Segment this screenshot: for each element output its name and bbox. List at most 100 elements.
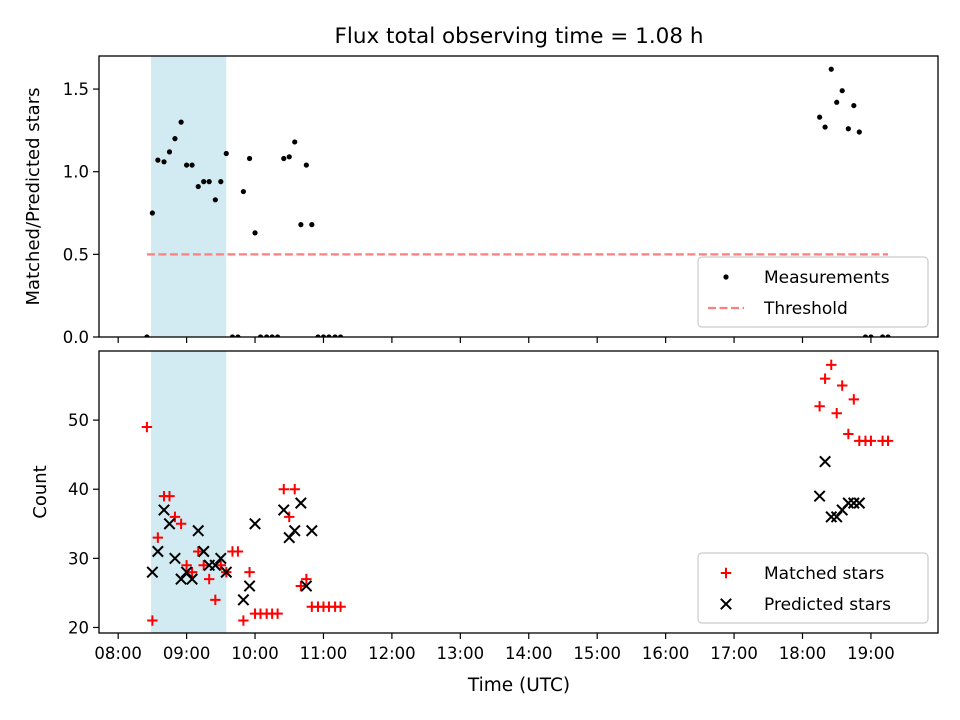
shaded-interval xyxy=(151,351,227,633)
legend: Matched stars Predicted stars xyxy=(697,552,929,624)
matched-starspoint xyxy=(272,608,283,619)
data-marks xyxy=(141,359,894,626)
predicted-starspoint xyxy=(175,573,188,585)
y-tick-label: 0.5 xyxy=(63,245,89,264)
measurementspoint xyxy=(149,210,155,216)
y-tick-label: 1.0 xyxy=(63,163,89,182)
measurementspoint xyxy=(822,124,828,130)
x-tick-label: 14:00 xyxy=(505,644,553,663)
predicted-starspoint xyxy=(842,497,855,509)
matched-starspoint xyxy=(278,484,289,495)
measurementspoint xyxy=(856,129,862,135)
matched-starspoint xyxy=(186,566,198,578)
measurementspoint xyxy=(195,183,201,190)
count-panel: 20 30 40 50 08:00 09:00 10:00 11:00 12:00 13:00 14… xyxy=(30,350,939,663)
matched-starspoint xyxy=(181,560,192,571)
measurementspoint xyxy=(166,149,173,155)
measurementspoint xyxy=(252,230,258,236)
measurementspoint xyxy=(155,157,161,163)
legend-box xyxy=(697,552,929,624)
y-tick-label: 20 xyxy=(68,618,89,637)
predicted-starspoint xyxy=(853,497,866,509)
legend-label: Matched stars xyxy=(764,564,884,584)
predicted-starspoint xyxy=(197,545,210,558)
predicted-starspoint xyxy=(830,510,843,523)
legend-label: Predicted stars xyxy=(764,595,891,615)
matched-starspoint xyxy=(141,421,153,433)
matched-starspoint xyxy=(169,511,181,523)
matched-starspoint xyxy=(814,401,825,412)
measurementspoint xyxy=(183,162,190,168)
plot-frame xyxy=(98,350,939,634)
matched-starspoint xyxy=(284,511,295,523)
measurementspoint xyxy=(240,188,246,195)
predicted-starspoint xyxy=(151,545,164,558)
measurementspoint xyxy=(851,102,857,109)
matched-starspoint xyxy=(843,428,854,440)
predicted-starspoint xyxy=(214,552,227,565)
plot-frame xyxy=(98,55,939,338)
legend-label: Measurements xyxy=(764,268,890,288)
y-axis-label: Matched/Predicted stars xyxy=(23,88,44,306)
measurementspoint xyxy=(286,154,292,160)
matched-starspoint xyxy=(232,546,244,557)
matched-starspoint xyxy=(865,435,877,447)
y-tick-label: 0.0 xyxy=(63,328,89,347)
y-tick-label: 1.5 xyxy=(63,80,89,99)
predicted-starspoint xyxy=(237,593,250,606)
predicted-starspoint xyxy=(169,552,181,565)
legend: Measurements Threshold xyxy=(697,256,929,328)
predicted-starspoint xyxy=(163,517,176,530)
measurementspoint xyxy=(178,119,184,125)
predicted-starspoint xyxy=(192,524,205,537)
predicted-starspoint xyxy=(305,524,318,537)
data-marks xyxy=(144,66,891,337)
legend-label: Threshold xyxy=(763,299,848,319)
x-tick-label: 18:00 xyxy=(779,644,827,663)
measurementspoint xyxy=(223,150,229,157)
legend-box xyxy=(697,256,929,328)
matched-starspoint xyxy=(831,408,842,419)
measurementspoint xyxy=(201,179,207,185)
predicted-starspoint xyxy=(288,524,301,537)
legend-swatch xyxy=(720,598,732,610)
matched-starspoint xyxy=(215,560,227,571)
shaded-interval xyxy=(151,56,227,337)
measurementspoint xyxy=(206,179,212,185)
matched-starspoint xyxy=(164,490,175,502)
matched-starspoint xyxy=(335,601,346,612)
matched-starspoint xyxy=(295,580,307,592)
measurementspoint xyxy=(303,162,309,168)
measurementspoint xyxy=(218,179,224,185)
predicted-starspoint xyxy=(847,497,860,509)
y-axis-label: Count xyxy=(30,465,51,518)
x-axis-label: Time (UTC) xyxy=(467,675,570,696)
measurementspoint xyxy=(839,88,845,94)
measurementspoint xyxy=(292,139,298,145)
predicted-starspoint xyxy=(283,531,296,544)
x-tick-label: 16:00 xyxy=(642,644,690,663)
predicted-starspoint xyxy=(277,504,290,516)
chart-title: Flux total observing time = 1.08 h xyxy=(335,24,704,49)
y-tick-label: 50 xyxy=(68,411,89,430)
matched-starspoint xyxy=(238,615,249,626)
x-tick-label: 09:00 xyxy=(163,644,211,663)
predicted-starspoint xyxy=(243,580,256,592)
x-tick-label: 15:00 xyxy=(573,644,621,663)
measurementspoint xyxy=(845,126,851,132)
matched-starspoint xyxy=(198,560,209,571)
x-tick-label: 08:00 xyxy=(94,644,142,663)
matched-starspoint xyxy=(152,532,164,543)
predicted-starspoint xyxy=(180,566,193,579)
matched-starspoint xyxy=(147,615,158,626)
matched-starspoint xyxy=(203,573,215,585)
x-tick-label: 11:00 xyxy=(300,644,348,663)
matched-starspoint xyxy=(193,546,204,557)
legend-swatch xyxy=(723,274,729,280)
measurementspoint xyxy=(817,114,823,120)
measurementspoint xyxy=(298,222,304,228)
predicted-starspoint xyxy=(294,497,307,509)
predicted-starspoint xyxy=(813,490,826,503)
matched-starspoint xyxy=(244,566,255,578)
